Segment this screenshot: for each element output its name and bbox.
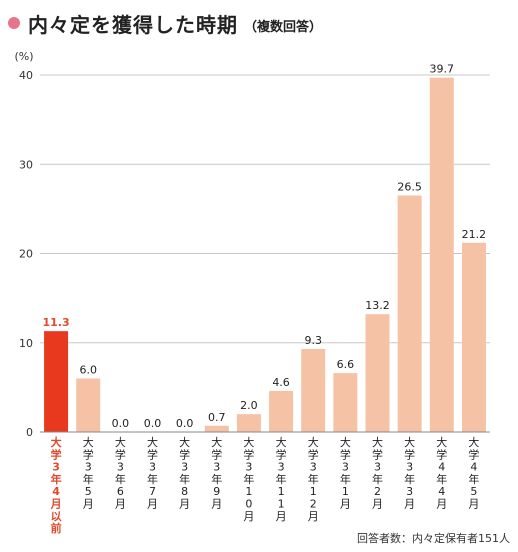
bar [76,378,101,432]
y-tick-label: 0 [26,426,33,439]
bar [236,414,261,432]
bar [397,195,422,432]
data-label: 13.2 [365,299,390,312]
data-label: 6.6 [337,358,355,371]
respondent-note: 回答者数：内々定保有者151人 [357,532,510,545]
x-tick-label: 大学 3 年 1 0 月 [243,435,254,523]
data-label: 4.6 [272,376,290,389]
x-tick-label: 大学 3 年 6 月 [115,435,126,511]
bars-layer [44,77,486,433]
data-label: 39.7 [430,63,455,76]
x-tick-label: 大学 3 年 7 月 [147,435,158,511]
data-label: 0.0 [112,417,130,430]
y-tick-label: 20 [19,248,33,261]
bar [429,77,454,433]
bullet-dot-icon [8,17,20,29]
data-label: 6.0 [79,363,97,376]
x-tick-label: 大学 3 年 1 1 月 [276,435,287,523]
axis-layer: (%) 0 10 20 30 40 [14,50,490,439]
data-label: 21.2 [462,228,487,241]
y-tick-label: 30 [19,158,33,171]
y-tick-label: 10 [19,337,33,350]
chart-subtitle: （複数回答） [244,19,323,35]
bar [44,331,69,432]
title-row: 内々定を獲得した時期 （複数回答） [8,8,322,38]
x-tick-label: 大学 3 年 1 2 月 [308,435,319,523]
bar [269,390,294,432]
labels-layer: 11.3 大学 3 年 4 月以前 6.0 大学 3 年 5 月 0.0 大学 3 年 6 月 0.0 大学 3 年 7 月 0… [43,63,487,535]
x-tick-label: 大学 3 年 2 月 [372,435,383,511]
data-label: 0.0 [144,417,162,430]
grid-layer [40,74,490,344]
x-tick-label: 大学 3 年 3 月 [404,435,415,511]
x-tick-label: 大学 3 年 8 月 [179,435,190,511]
data-label: 9.3 [304,334,322,347]
data-label: 2.0 [240,399,258,412]
bar [333,373,358,432]
chart-title: 内々定を獲得した時期 [28,12,238,37]
x-tick-label: 大学 3 年 1 月 [340,435,351,511]
bar [204,425,229,432]
x-tick-label: 大学 3 年 9 月 [211,435,222,511]
data-label: 26.5 [397,180,422,193]
x-tick-label: 大学 4 年 4 月 [436,435,447,511]
data-label: 11.3 [43,316,70,329]
y-axis-unit-label: (%) [14,50,33,63]
bar [365,314,390,432]
bar [461,242,486,432]
data-label: 0.0 [176,417,194,430]
y-tick-label: 40 [19,69,33,82]
data-label: 0.7 [208,411,226,424]
bar [301,348,326,432]
x-tick-label: 大学 4 年 5 月 [468,435,479,511]
x-tick-label: 大学 3 年 5 月 [83,435,94,511]
x-tick-label: 大学 3 年 4 月以前 [50,435,62,535]
